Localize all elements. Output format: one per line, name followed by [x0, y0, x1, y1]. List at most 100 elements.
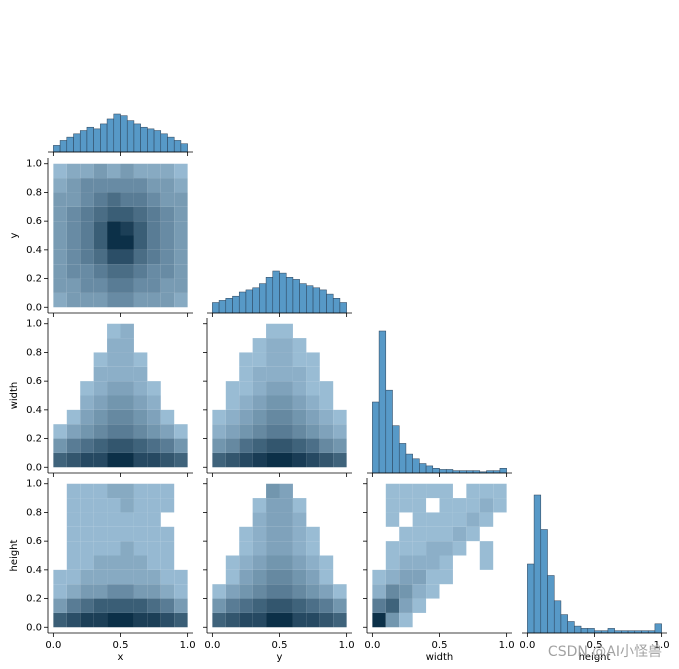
- hist-bar: [147, 128, 155, 153]
- heat-cell: [412, 498, 427, 513]
- heat-cell: [412, 555, 427, 570]
- hist-bar: [339, 302, 347, 314]
- heat-cell: [120, 278, 134, 293]
- heat-cell: [319, 598, 334, 613]
- heat-cell: [279, 598, 293, 613]
- heat-cell: [160, 221, 175, 236]
- heat-cell: [279, 352, 293, 367]
- heat-cell: [93, 278, 108, 293]
- heat-cell: [120, 584, 134, 599]
- hist-bar: [292, 279, 300, 314]
- heat-cell: [306, 612, 320, 628]
- heat-cell: [333, 409, 347, 425]
- heat-cell: [279, 612, 293, 628]
- heat-cell: [147, 424, 161, 439]
- heat-cell: [93, 235, 108, 250]
- hist-bar: [59, 140, 68, 153]
- heat-cell: [279, 395, 293, 410]
- heat-cell: [292, 452, 307, 468]
- heat-cell: [93, 395, 108, 410]
- heat-cell: [333, 424, 347, 439]
- heat-cell: [107, 338, 121, 353]
- heat-cell: [133, 278, 148, 293]
- heat-cell: [266, 555, 280, 570]
- heat-cell: [174, 264, 188, 279]
- hist-bar: [113, 113, 121, 153]
- heat-cell: [80, 178, 94, 193]
- heat-cell: [133, 366, 148, 382]
- heat-cell: [266, 541, 280, 556]
- heat-cell: [479, 555, 494, 570]
- hist-bar: [432, 468, 440, 474]
- y-tick-label: 1.0: [26, 159, 42, 170]
- heat-cell: [466, 483, 480, 499]
- heat-cell: [279, 338, 293, 353]
- heat-cell: [306, 438, 320, 453]
- heat-cell: [439, 541, 453, 556]
- heat-cell: [66, 541, 81, 556]
- hist-bar: [378, 330, 387, 474]
- heat-cell: [306, 395, 320, 410]
- heat-cell: [107, 178, 121, 193]
- heat-cell: [53, 424, 67, 439]
- heat-cell: [53, 249, 67, 265]
- heat-cell: [252, 366, 267, 382]
- y-tick-label: 0.0: [26, 622, 42, 633]
- hist-bar: [419, 463, 427, 474]
- hist-bar: [607, 628, 615, 634]
- hist-bar: [238, 291, 247, 314]
- heat-cell: [120, 452, 134, 468]
- heat-cell: [80, 292, 94, 308]
- hist-bar: [285, 277, 294, 314]
- heat-cell: [426, 512, 440, 527]
- heat-cell: [412, 598, 427, 613]
- heat-cell: [252, 395, 267, 410]
- heat-cell: [452, 498, 467, 513]
- heat-cell: [120, 323, 134, 339]
- heat-cell: [160, 292, 175, 308]
- heat-cell: [252, 438, 267, 453]
- heat-cell: [120, 598, 134, 613]
- hist-bar: [312, 287, 321, 314]
- heat-cell: [66, 584, 81, 599]
- x-axis-label: width: [426, 652, 454, 663]
- heat-cell: [93, 555, 108, 570]
- heat-cell: [133, 452, 148, 468]
- hist-bar: [372, 401, 380, 474]
- heat-cell: [53, 598, 67, 613]
- heat-cell: [412, 483, 427, 499]
- hist-bar: [567, 621, 575, 634]
- y-tick-label: 0.6: [26, 216, 42, 227]
- heat-cell: [266, 438, 280, 453]
- hist-bar: [553, 600, 562, 634]
- heat-cell: [412, 584, 427, 599]
- heat-cell: [174, 235, 188, 250]
- heat-cell: [80, 249, 94, 265]
- heat-cell: [120, 381, 134, 396]
- heat-cell: [160, 483, 175, 499]
- heat-cell: [120, 221, 134, 236]
- heat-cell: [133, 352, 148, 367]
- heat-cell: [147, 498, 161, 513]
- heat-cell: [385, 598, 400, 613]
- heat-cell: [80, 483, 94, 499]
- heat-cell: [120, 352, 134, 367]
- heat-cell: [107, 584, 121, 599]
- heat-cell: [120, 512, 134, 527]
- heat-cell: [107, 526, 121, 542]
- heat-cell: [160, 264, 175, 279]
- heat-cell: [174, 206, 188, 222]
- heat-cell: [160, 163, 175, 179]
- y-tick-label: 0.8: [26, 507, 42, 518]
- heat-cell: [147, 249, 161, 265]
- hist-bar: [212, 302, 220, 314]
- hist-bar: [153, 130, 162, 153]
- heat-cell: [147, 221, 161, 236]
- heat-cell: [412, 569, 427, 585]
- heat-cell: [107, 163, 121, 179]
- heat-cell: [292, 526, 307, 542]
- heat-cell: [292, 438, 307, 453]
- heat-cell: [80, 424, 94, 439]
- heat-cell: [53, 584, 67, 599]
- heat-cell: [120, 163, 134, 179]
